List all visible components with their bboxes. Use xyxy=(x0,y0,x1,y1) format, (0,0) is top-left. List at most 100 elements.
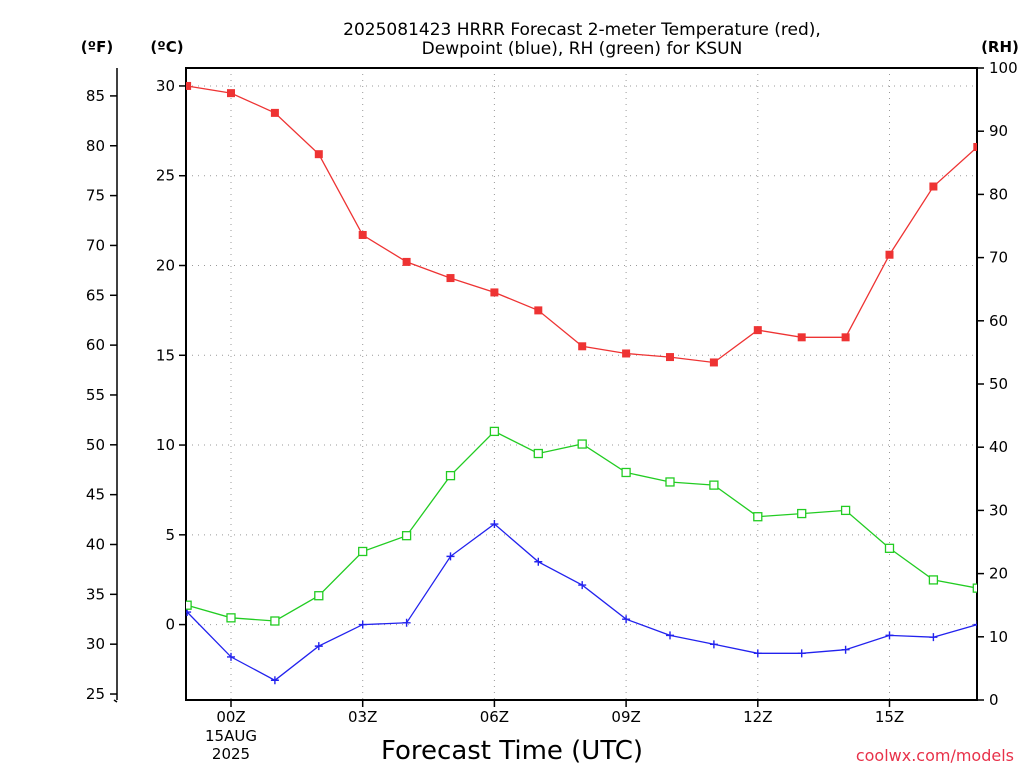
fahrenheit-tick-label: 45 xyxy=(86,486,105,504)
celsius-tick-label: 20 xyxy=(156,257,175,275)
rh-point xyxy=(186,600,192,610)
temperature-point xyxy=(270,108,279,117)
rh-point xyxy=(226,613,236,623)
rh-point xyxy=(884,543,895,553)
dewpoint-point xyxy=(666,631,674,640)
temperature-point xyxy=(446,274,455,283)
rh-tick-label: 60 xyxy=(989,312,1008,330)
dewpoint-point xyxy=(314,642,323,651)
fahrenheit-tick-label: 65 xyxy=(86,286,105,304)
temperature-point xyxy=(402,257,411,266)
x-date-year-label: 2025 xyxy=(212,745,250,763)
temperature-point xyxy=(578,342,587,351)
x-tick-label: 09Z xyxy=(611,708,640,726)
rh-point xyxy=(533,448,543,459)
fahrenheit-tick-label: 50 xyxy=(86,436,105,454)
celsius-tick-label: 0 xyxy=(165,616,175,634)
rh-tick-label: 10 xyxy=(989,628,1008,646)
chart-title-line-1: 2025081423 HRRR Forecast 2-meter Tempera… xyxy=(343,20,821,40)
temperature-point xyxy=(885,250,894,259)
x-tick-label: 06Z xyxy=(480,708,509,726)
rh-tick-label: 30 xyxy=(989,501,1008,519)
data-series xyxy=(186,81,977,685)
fahrenheit-tick-label: 25 xyxy=(86,685,105,703)
fahrenheit-tick-label: 60 xyxy=(86,336,105,354)
credit-label: coolwx.com/models xyxy=(856,746,1014,765)
temperature-point xyxy=(314,150,323,159)
celsius-unit-label: (ºC) xyxy=(150,38,183,56)
temperature-point xyxy=(622,349,631,358)
temperature-point xyxy=(709,358,718,367)
x-tick-label: 15Z xyxy=(875,708,904,726)
rh-tick-label: 90 xyxy=(989,122,1008,140)
dewpoint-point xyxy=(227,652,235,661)
temperature-point xyxy=(929,182,938,191)
dewpoint-point xyxy=(446,552,455,561)
rh-tick-label: 20 xyxy=(989,565,1008,583)
rh-tick-label: 0 xyxy=(989,691,999,709)
fahrenheit-tick-label: 35 xyxy=(86,585,105,603)
series-group xyxy=(186,81,977,685)
x-tick-label: 03Z xyxy=(348,708,377,726)
temperature-point xyxy=(358,230,367,239)
temperature-point xyxy=(227,89,235,98)
rh-tick-label: 70 xyxy=(989,249,1008,267)
rh-point xyxy=(665,477,675,487)
temperature-point xyxy=(973,143,977,151)
rh-point xyxy=(621,467,631,478)
fahrenheit-tick-label: 80 xyxy=(86,137,105,155)
celsius-tick-label: 5 xyxy=(165,526,175,544)
rh-tick-label: 50 xyxy=(989,375,1008,393)
dewpoint-point xyxy=(402,618,411,627)
temperature-point xyxy=(666,353,674,362)
dewpoint-point xyxy=(358,620,367,629)
fahrenheit-tick-label: 55 xyxy=(86,386,105,404)
rh-point xyxy=(577,439,587,449)
rh-point xyxy=(358,546,368,557)
dewpoint-point xyxy=(622,615,631,624)
rh-point xyxy=(972,583,977,593)
dewpoint-point xyxy=(534,557,543,566)
rh-point xyxy=(270,616,280,626)
rh-point xyxy=(445,470,456,481)
dewpoint-point xyxy=(797,649,806,658)
dewpoint-point xyxy=(929,633,938,642)
dewpoint-point xyxy=(841,645,850,654)
x-axis-title: Forecast Time (UTC) xyxy=(381,736,643,766)
rh-point xyxy=(401,531,412,541)
temperature-point xyxy=(490,288,499,297)
fahrenheit-unit-label: (ºF) xyxy=(81,38,113,56)
dewpoint-point xyxy=(753,649,762,658)
rh-point xyxy=(314,591,324,601)
dewpoint-point xyxy=(709,640,718,649)
rh-point xyxy=(753,512,763,522)
fahrenheit-tick-label: 30 xyxy=(86,635,105,653)
x-tick-label: 12Z xyxy=(743,708,772,726)
rh-unit-label: (RH) xyxy=(981,38,1019,56)
x-tick-label: 00Z xyxy=(216,708,245,726)
axes: 0 5 10 15 20 25 30 25 30 35 40 45 50 55 60 65 70 75 80 85 0 1… xyxy=(86,59,1018,726)
rh-tick-label: 100 xyxy=(989,59,1018,77)
dewpoint-point xyxy=(578,581,587,590)
rh-tick-label: 40 xyxy=(989,438,1008,456)
dewpoint-point xyxy=(270,676,279,685)
temperature-point xyxy=(797,333,806,342)
dewpoint-point xyxy=(490,520,499,529)
fahrenheit-tick-label: 40 xyxy=(86,535,105,553)
fahrenheit-tick-label: 70 xyxy=(86,236,105,254)
celsius-tick-label: 25 xyxy=(156,167,175,185)
temperature-point xyxy=(841,333,850,342)
temperature-point xyxy=(186,81,192,90)
x-date-day-label: 15AUG xyxy=(205,727,257,745)
rh-point xyxy=(840,505,851,516)
celsius-tick-label: 30 xyxy=(156,77,175,95)
dewpoint-point xyxy=(885,631,894,640)
rh-point xyxy=(709,480,719,490)
dewpoint-point xyxy=(973,620,977,629)
rh-point xyxy=(928,575,939,585)
celsius-tick-label: 10 xyxy=(156,436,175,454)
rh-tick-label: 80 xyxy=(989,185,1008,203)
fahrenheit-tick-label: 85 xyxy=(86,87,105,105)
